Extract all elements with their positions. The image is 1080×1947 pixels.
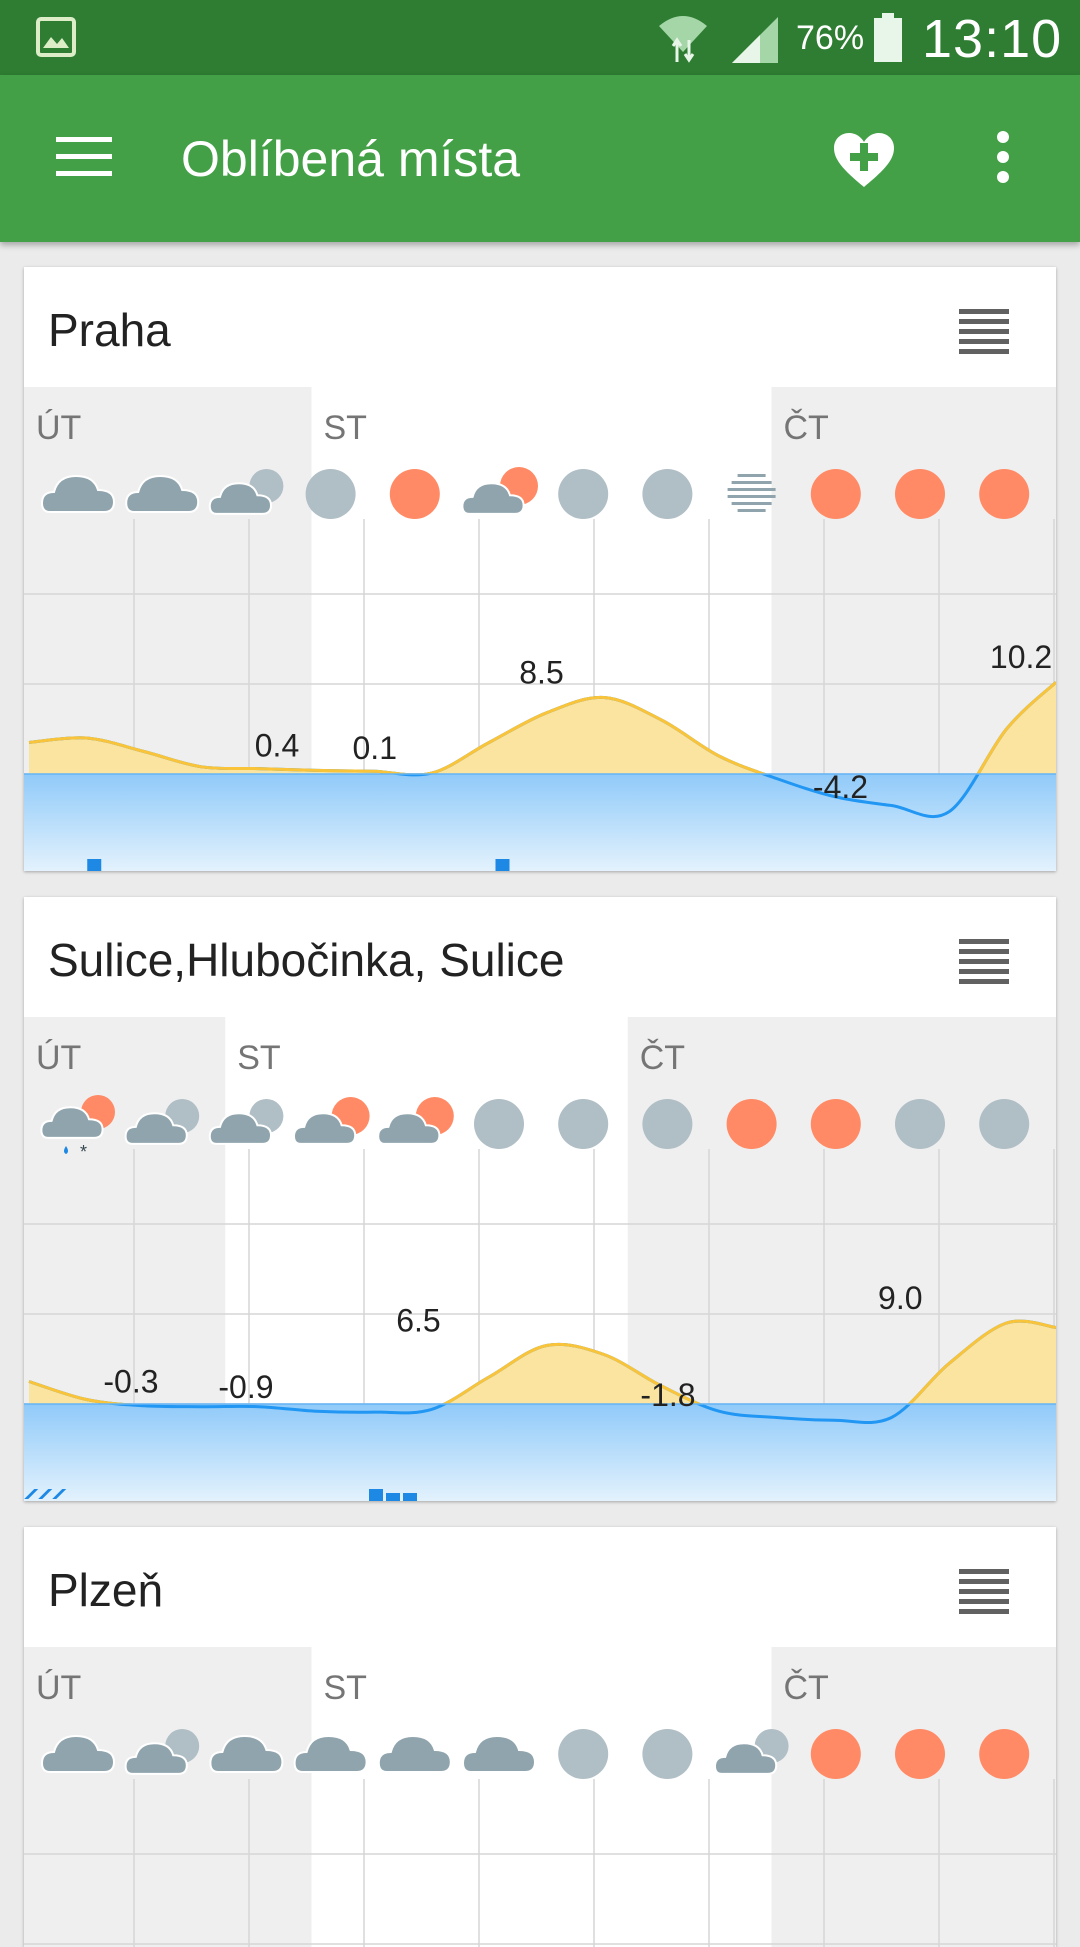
cloud-icon: [40, 474, 116, 513]
sun-icon: [895, 469, 945, 519]
overcast-icon: [895, 1099, 945, 1149]
precip-bar: [24, 1489, 39, 1499]
menu-icon[interactable]: [56, 137, 112, 177]
cloud-icon: [461, 1734, 537, 1773]
heart-plus-icon[interactable]: [832, 131, 896, 189]
temperature-label: 10.2: [990, 639, 1052, 675]
temperature-label: 6.5: [396, 1303, 440, 1339]
sun-icon: [810, 1729, 861, 1779]
partly-cloudy-icon: [124, 1729, 200, 1775]
day-shade: [771, 1647, 1056, 1947]
fog-icon: [727, 474, 776, 512]
partly-cloudy-icon: [124, 1099, 200, 1145]
image-notification-icon: [36, 17, 76, 57]
above-zero-area: [29, 1321, 1056, 1404]
precip-bar: [386, 1493, 400, 1501]
status-bar: 76% 13:10: [0, 0, 1080, 75]
partly-cloudy-icon: [208, 469, 284, 515]
card-header: Plzeň: [24, 1527, 1056, 1647]
temperature-label: -0.9: [218, 1369, 273, 1405]
day-label: ÚT: [36, 1039, 81, 1077]
precip-bar: [52, 1489, 67, 1499]
cloud-icon: [377, 1734, 452, 1773]
partly-cloudy-icon: [713, 1729, 789, 1775]
overcast-icon: [979, 1099, 1030, 1149]
cloud-icon: [125, 474, 200, 513]
list-menu-icon[interactable]: [959, 309, 1009, 355]
overflow-menu-icon[interactable]: [995, 131, 1011, 183]
temperature-label: -1.8: [640, 1377, 695, 1413]
forecast-chart: ÚT ST ČT: [24, 1647, 1056, 1947]
cloud-icon: [293, 1734, 368, 1773]
wifi-icon: [659, 16, 707, 63]
temperature-label: 0.1: [353, 730, 397, 766]
day-label: ÚT: [36, 1669, 81, 1707]
cloud-icon: [209, 1734, 284, 1773]
sun-icon: [979, 469, 1030, 519]
forecast-chart: ÚT ST ČT 0.4 0.1 8.5 -4.2 10.2: [24, 387, 1056, 871]
location-card-praha[interactable]: Praha ÚT ST ČT 0.4 0.1 8.5 -4.2 10.2: [24, 267, 1056, 871]
sun-cloud-icon: [377, 1097, 454, 1145]
overcast-icon: [558, 1099, 609, 1149]
overcast-icon: [642, 1099, 693, 1149]
sun-cloud-icon: [461, 467, 538, 515]
sun-cloud-icon: [292, 1097, 370, 1145]
day-label: ST: [324, 409, 367, 447]
temperature-line-warm: [28, 1319, 1056, 1404]
day-shade: [24, 1647, 312, 1947]
location-card-plzen[interactable]: Plzeň ÚT ST ČT: [24, 1527, 1056, 1947]
below-zero-area: [24, 774, 1056, 871]
day-label: ČT: [784, 1669, 829, 1707]
list-menu-icon[interactable]: [959, 1569, 1009, 1615]
temperature-label: 9.0: [878, 1280, 922, 1316]
sun-icon: [810, 469, 861, 519]
sun-icon: [726, 1099, 777, 1149]
location-name: Plzeň: [48, 1564, 164, 1616]
location-card-sulice[interactable]: Sulice,Hlubočinka, Sulice ÚT ST ČT * -0.3 -0.…: [24, 897, 1056, 1501]
precip-bar: [495, 859, 510, 871]
overcast-icon: [474, 1099, 524, 1149]
temperature-label: 0.4: [255, 727, 299, 763]
below-zero-area: [24, 1404, 1056, 1501]
cloud-icon: [40, 1734, 116, 1773]
list-menu-icon[interactable]: [959, 939, 1009, 985]
precip-bar: [403, 1493, 417, 1501]
signal-icon: [732, 17, 778, 63]
sun-icon: [895, 1729, 945, 1779]
day-label: ST: [324, 1669, 367, 1707]
temperature-label: -0.3: [103, 1364, 158, 1400]
overcast-icon: [305, 469, 356, 519]
forecast-chart: ÚT ST ČT * -0.3 -0.9 6.5 -1.8 9.0: [24, 1017, 1056, 1501]
temperature-line-warm: [28, 681, 1056, 774]
day-label: ČT: [784, 409, 829, 447]
partly-cloudy-icon: [208, 1099, 284, 1145]
sun-cloud-rain-snow-icon: *: [40, 1095, 115, 1162]
overcast-icon: [642, 1729, 693, 1779]
clock: 13:10: [922, 9, 1063, 69]
card-header: Praha: [24, 267, 1056, 387]
precip-bar: [38, 1489, 53, 1499]
temperature-label: 8.5: [519, 655, 563, 691]
sun-icon: [389, 469, 440, 519]
battery-percent: 76%: [796, 19, 865, 57]
day-label: ST: [237, 1039, 280, 1077]
sun-icon: [979, 1729, 1030, 1779]
battery-icon: [874, 13, 902, 62]
precip-bar: [369, 1489, 383, 1501]
overcast-icon: [642, 469, 693, 519]
precip-bar: [87, 859, 102, 871]
temperature-label: -4.2: [813, 769, 868, 805]
day-label: ČT: [640, 1039, 685, 1077]
day-label: ÚT: [36, 409, 81, 447]
app-bar: Oblíbená místa: [0, 75, 1080, 242]
sun-icon: [810, 1099, 861, 1149]
above-zero-area: [29, 682, 1056, 774]
svg-text:*: *: [80, 1142, 87, 1162]
overcast-icon: [558, 469, 609, 519]
overcast-icon: [558, 1729, 609, 1779]
location-name: Praha: [48, 304, 171, 356]
card-header: Sulice,Hlubočinka, Sulice: [24, 897, 1056, 1017]
location-name: Sulice,Hlubočinka, Sulice: [48, 934, 565, 986]
page-title: Oblíbená místa: [181, 131, 521, 187]
